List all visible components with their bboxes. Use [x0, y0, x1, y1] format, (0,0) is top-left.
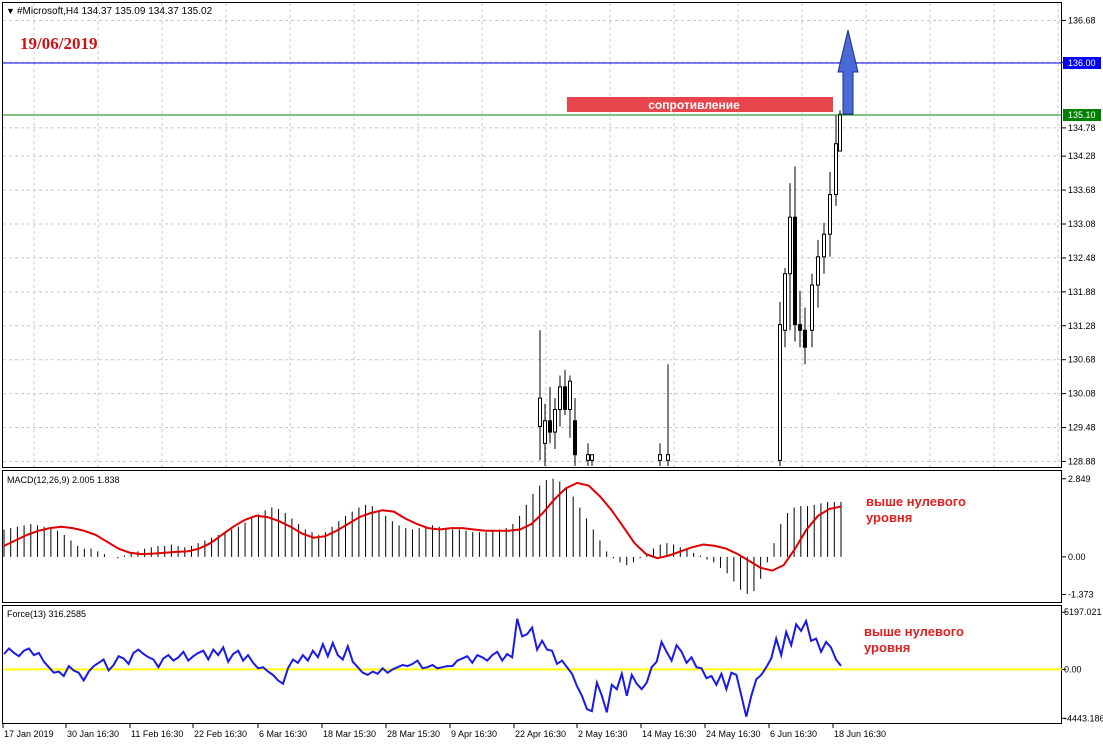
trend-line[interactable]	[823, 339, 839, 467]
time-tick-label: 6 Mar 16:30	[259, 729, 307, 739]
force-tick-label: 5197.021	[1064, 607, 1102, 617]
candle-body	[788, 216, 792, 275]
resistance-label: сопротивление	[648, 98, 740, 112]
macd-histogram	[3, 478, 842, 594]
candle-body	[568, 380, 572, 410]
macd-tick-label: 0.00	[1068, 552, 1086, 562]
target-level-value: 136.00	[1068, 58, 1096, 68]
force-note-line-1: выше нулевого	[864, 624, 964, 639]
time-axis: 17 Jan 2019 30 Jan 16:30 11 Feb 16:30 22 Fe…	[2, 724, 886, 739]
candle-body	[798, 324, 802, 331]
time-tick-label: 17 Jan 2019	[4, 729, 54, 739]
macd-note: выше нулевого уровня	[866, 494, 970, 525]
price-panel-frame	[2, 2, 1062, 468]
candle-body	[553, 408, 557, 433]
date-note: 19/06/2019	[20, 34, 97, 53]
price-tick-label: 133.68	[1068, 185, 1096, 195]
candle-body	[573, 420, 577, 456]
candle-body	[563, 386, 567, 410]
time-tick-label: 11 Feb 16:30	[131, 729, 183, 739]
candle-body	[543, 420, 547, 444]
force-tick-label: -4443.186	[1064, 713, 1103, 723]
resistance-level-badge	[1063, 109, 1101, 121]
resistance-box[interactable]	[567, 97, 833, 112]
price-tick-label: 129.48	[1068, 423, 1096, 433]
time-tick-label: 30 Jan 16:30	[67, 729, 119, 739]
candle-body	[783, 273, 787, 331]
candle-body	[658, 454, 662, 461]
price-tick-label: 131.88	[1068, 287, 1096, 297]
macd-note-line-1: выше нулевого	[866, 494, 966, 509]
candle-body	[590, 454, 594, 461]
force-index-line	[3, 618, 842, 717]
macd-note-line-2: уровня	[866, 510, 912, 525]
up-arrow-icon[interactable]	[837, 29, 859, 115]
time-tick-label: 22 Apr 16:30	[515, 729, 566, 739]
force-axis: 5197.021 0.00 -4443.186	[1062, 607, 1103, 723]
candle-body	[586, 454, 590, 461]
price-axis: 136.68135.94134.78134.28133.68133.08132.…	[1062, 15, 1096, 466]
candle-series	[538, 110, 842, 466]
candle-body	[548, 420, 552, 433]
price-tick-label: 134.28	[1068, 151, 1096, 161]
force-note-line-2: уровня	[864, 640, 910, 655]
resistance-level-value: 135.10	[1068, 110, 1096, 120]
force-tick-label: 0.00	[1064, 664, 1082, 674]
price-tick-label: 133.08	[1068, 219, 1096, 229]
time-tick-label: 6 Jun 16:30	[770, 729, 817, 739]
price-tick-label: 130.68	[1068, 355, 1096, 365]
macd-tick-label: -1.373	[1068, 590, 1094, 600]
price-tick-label: 130.08	[1068, 389, 1096, 399]
macd-panel-frame	[2, 470, 1062, 603]
candle-body	[810, 284, 814, 331]
force-panel-frame	[2, 605, 1062, 724]
candle-body	[834, 143, 838, 196]
price-tick-label: 128.88	[1068, 456, 1096, 466]
symbol-line: #Microsoft,H4 134.37 135.09 134.37 135.0…	[17, 6, 213, 17]
candle-body	[538, 397, 542, 427]
macd-tick-label: 2.849	[1068, 474, 1091, 484]
candle-body	[793, 216, 797, 326]
candle-body	[666, 454, 670, 461]
price-tick-label: 131.28	[1068, 321, 1096, 331]
time-tick-label: 18 Mar 15:30	[323, 729, 376, 739]
time-tick-label: 22 Feb 16:30	[194, 729, 247, 739]
time-tick-label: 28 Mar 15:30	[387, 729, 440, 739]
time-tick-label: 14 May 16:30	[642, 729, 697, 739]
candle-body	[838, 113, 842, 152]
macd-label: MACD(12,26,9) 2.005 1.838	[7, 475, 120, 485]
price-tick-label: 136.68	[1068, 15, 1096, 25]
price-grid	[3, 3, 1061, 467]
force-note: выше нулевого уровня	[864, 624, 968, 655]
time-tick-label: 24 May 16:30	[706, 729, 761, 739]
force-label: Force(13) 316.2585	[7, 609, 86, 619]
macd-signal-line	[3, 481, 842, 572]
candle-body	[558, 386, 562, 410]
candle-body	[803, 329, 807, 348]
price-tick-label: 132.48	[1068, 253, 1096, 263]
target-level-badge	[1063, 57, 1101, 69]
candle-body	[816, 256, 820, 286]
candle-body	[778, 324, 782, 461]
candle-body	[828, 194, 832, 235]
price-tick-label: 134.78	[1068, 123, 1096, 133]
macd-axis: 2.849 0.00 -1.373	[1062, 474, 1094, 600]
candle-body	[822, 233, 826, 258]
time-tick-label: 2 May 16:30	[578, 729, 628, 739]
time-tick-label: 18 Jun 16:30	[834, 729, 886, 739]
collapse-icon[interactable]: ▼	[6, 6, 15, 16]
time-tick-label: 9 Apr 16:30	[451, 729, 497, 739]
